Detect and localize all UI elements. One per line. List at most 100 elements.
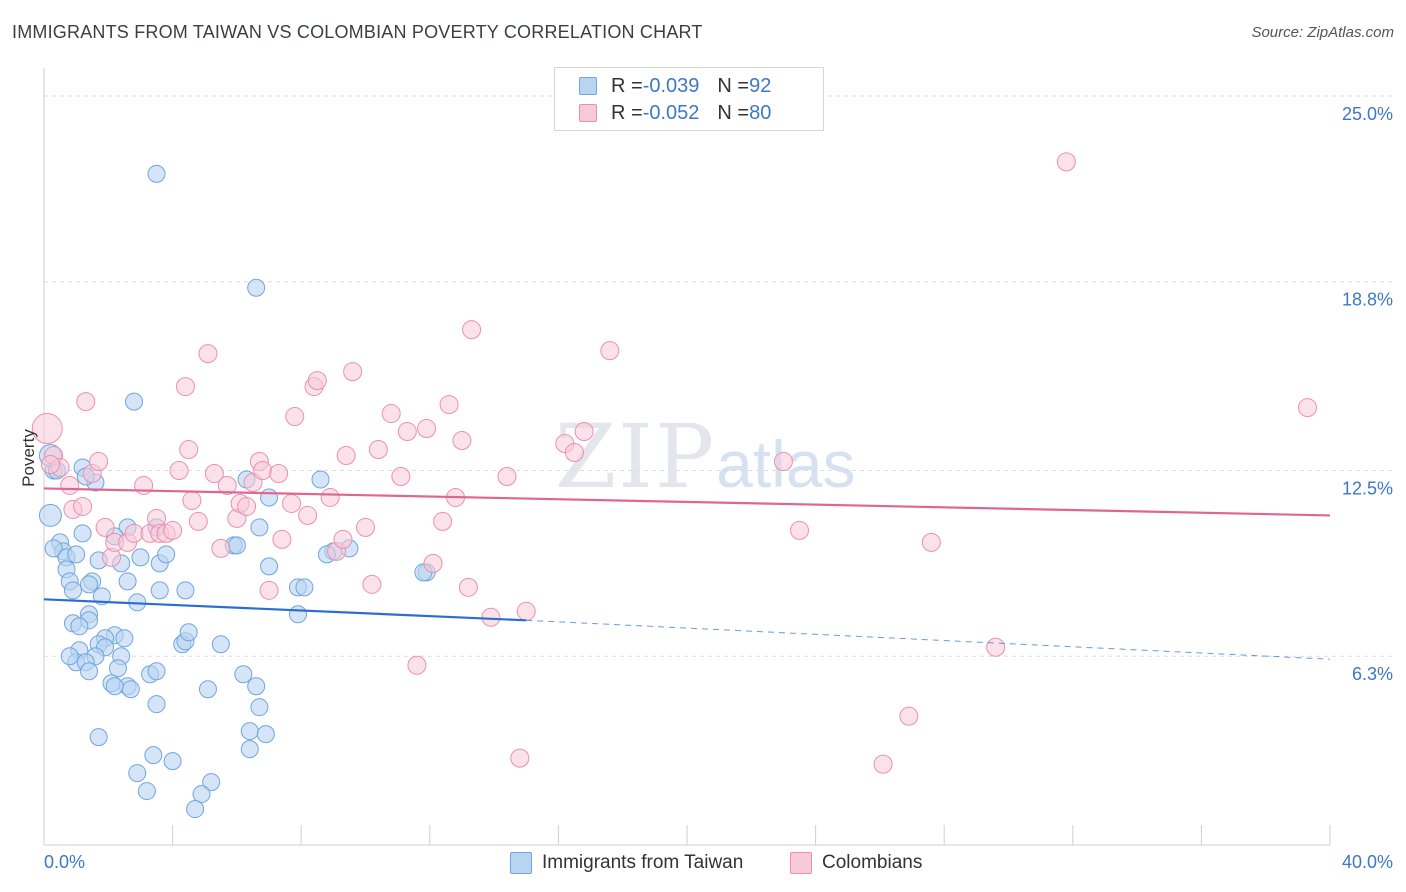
- correlation-legend: R = -0.039 N = 92 R = -0.052 N = 80: [554, 67, 824, 131]
- legend-row-taiwan: R = -0.039 N = 92: [579, 73, 771, 99]
- bottom-legend-taiwan: Immigrants from Taiwan: [510, 852, 743, 874]
- colombians-point: [391, 466, 411, 486]
- taiwan-point: [38, 503, 62, 527]
- colombians-point: [198, 344, 218, 364]
- taiwan-point: [118, 572, 137, 591]
- taiwan-point: [131, 548, 150, 567]
- colombians-point: [182, 490, 202, 510]
- legend-n-label: N =: [717, 74, 750, 97]
- colombians-point: [40, 454, 60, 474]
- legend-r-value: -0.039: [642, 74, 700, 97]
- colombians-point: [417, 419, 437, 439]
- colombians-point: [31, 413, 63, 445]
- taiwan-point: [179, 623, 198, 642]
- colombians-point: [368, 440, 388, 460]
- y-tick-label: 12.5%: [1342, 478, 1393, 498]
- legend-r-label: R =: [611, 101, 643, 124]
- colombians-point: [343, 362, 363, 382]
- colombians-point: [407, 655, 427, 675]
- colombians-point: [986, 637, 1006, 657]
- taiwan-point: [260, 488, 279, 507]
- colombians-point: [204, 463, 224, 483]
- taiwan-point: [247, 677, 266, 696]
- colombians-point: [169, 460, 189, 480]
- taiwan-point: [44, 539, 63, 558]
- legend-n-label: N =: [717, 101, 750, 124]
- legend-swatch-pink: [579, 104, 597, 122]
- colombians-point: [481, 607, 501, 627]
- colombians-point: [356, 517, 375, 537]
- colombians-point: [237, 496, 257, 516]
- series-taiwan-points: [38, 164, 436, 819]
- colombians-point: [1056, 152, 1076, 172]
- colombians-point: [298, 505, 318, 525]
- taiwan-point: [198, 680, 217, 699]
- taiwan-point: [105, 677, 124, 696]
- colombians-point: [921, 532, 941, 552]
- colombians-point: [307, 371, 327, 391]
- colombians-point: [423, 553, 443, 573]
- axes: [43, 68, 1331, 846]
- series-colombians-points: [31, 152, 1317, 774]
- axis-labels: 6.3% 12.5% 18.8% 25.0% 0.0% 40.0% Poverty: [19, 104, 1393, 872]
- taiwan-point: [256, 725, 275, 744]
- taiwan-point: [144, 746, 163, 765]
- taiwan-point: [250, 698, 269, 717]
- colombians-point: [124, 523, 144, 543]
- colombians-point: [89, 451, 109, 471]
- taiwan-point: [247, 278, 266, 297]
- taiwan-point: [260, 557, 279, 576]
- colombians-point: [516, 601, 536, 621]
- y-axis-label: Poverty: [19, 429, 38, 487]
- colombians-point: [497, 466, 517, 486]
- colombians-point: [272, 529, 292, 549]
- colombians-point: [175, 377, 195, 397]
- colombians-point: [564, 443, 584, 463]
- legend-r-value: -0.052: [642, 101, 700, 124]
- chart-title: IMMIGRANTS FROM TAIWAN VS COLOMBIAN POVE…: [12, 22, 703, 42]
- colombians-point: [574, 422, 594, 442]
- colombians-point: [259, 580, 279, 600]
- colombians-point: [452, 431, 472, 451]
- colombians-point: [269, 463, 289, 483]
- taiwan-point: [147, 695, 166, 714]
- colombians-point: [458, 577, 478, 597]
- taiwan-point: [60, 647, 79, 666]
- taiwan-point: [202, 773, 221, 792]
- taiwan-point: [240, 722, 259, 741]
- taiwan-point: [108, 659, 127, 678]
- y-tick-label: 18.8%: [1342, 290, 1393, 310]
- taiwan-point: [163, 752, 182, 771]
- trend-lines: [43, 487, 1331, 660]
- source-credit: Source: ZipAtlas.com: [1251, 24, 1394, 41]
- legend-r-label: R =: [611, 74, 643, 97]
- colombians-point: [60, 475, 80, 495]
- colombians-point: [73, 496, 93, 516]
- colombians-point: [188, 511, 208, 531]
- bottom-legend-colombians: Colombians: [790, 852, 922, 874]
- taiwan-point: [121, 680, 140, 699]
- colombians-point: [433, 511, 453, 531]
- colombians-point: [95, 517, 115, 537]
- colombians-point: [362, 574, 382, 594]
- taiwan-point: [73, 524, 92, 543]
- legend-swatch-blue: [579, 77, 597, 95]
- colombians-point: [1297, 398, 1317, 418]
- taiwan-point: [311, 470, 330, 489]
- colombians-point: [510, 748, 530, 768]
- taiwan-point: [80, 575, 99, 594]
- x-tick-label: 0.0%: [44, 852, 85, 872]
- taiwan-point: [150, 581, 169, 600]
- colombians-point: [773, 451, 793, 471]
- colombians-point: [600, 341, 620, 361]
- taiwan-point: [125, 392, 144, 411]
- colombians-point: [397, 422, 417, 442]
- x-tick-label: 40.0%: [1342, 852, 1393, 872]
- taiwan-point: [147, 662, 166, 681]
- taiwan-point: [192, 785, 211, 804]
- taiwan-point: [70, 617, 89, 636]
- taiwan-point: [295, 578, 314, 597]
- taiwan-point: [211, 635, 230, 654]
- bottom-legend-swatch-blue: [510, 852, 532, 874]
